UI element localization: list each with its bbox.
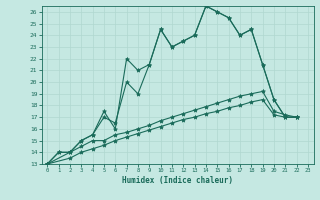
X-axis label: Humidex (Indice chaleur): Humidex (Indice chaleur)	[122, 176, 233, 185]
